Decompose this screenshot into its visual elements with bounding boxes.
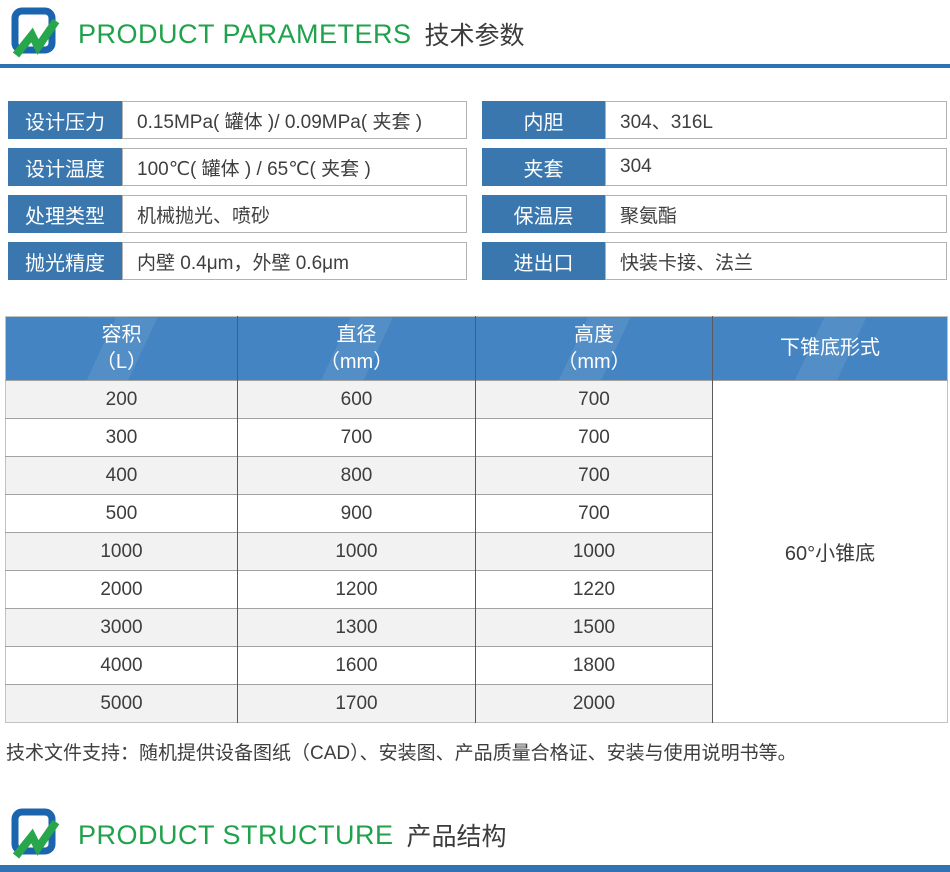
spec-row-design-temperature: 设计温度 100℃( 罐体 ) / 65℃( 夹套 ) — [8, 148, 467, 186]
cell-diameter: 800 — [237, 456, 476, 495]
specs-right-column: 内胆 304、316L 夹套 304 保温层 聚氨酯 进出口 快装卡接、法兰 — [482, 101, 947, 289]
cell-height: 2000 — [475, 684, 713, 723]
cell-diameter: 900 — [237, 494, 476, 533]
cell-diameter: 1000 — [237, 532, 476, 571]
table-row: 500 900 700 — [5, 494, 948, 533]
spec-label: 夹套 — [482, 148, 605, 186]
spec-row-insulation: 保温层 聚氨酯 — [482, 195, 947, 233]
spec-row-inlet-outlet: 进出口 快装卡接、法兰 — [482, 242, 947, 280]
cell-height: 700 — [475, 418, 713, 457]
table-row: 5000 1700 2000 — [5, 684, 948, 723]
specs-grid: 设计压力 0.15MPa( 罐体 )/ 0.09MPa( 夹套 ) 设计温度 1… — [0, 101, 950, 289]
spec-value: 304、316L — [605, 101, 947, 139]
cell-volume: 500 — [5, 494, 238, 533]
brand-logo-icon — [11, 7, 60, 58]
cell-height: 1800 — [475, 646, 713, 685]
cell-height: 1220 — [475, 570, 713, 609]
spec-value: 304 — [605, 148, 947, 186]
spec-value: 快装卡接、法兰 — [605, 242, 947, 280]
bottom-blue-divider — [0, 865, 950, 872]
table-header-volume: 容积 （L） — [5, 316, 238, 381]
cell-height: 1000 — [475, 532, 713, 571]
section-title-zh: 技术参数 — [424, 22, 525, 50]
spec-value: 内壁 0.4μm，外壁 0.6μm — [122, 242, 467, 280]
spec-label: 进出口 — [482, 242, 605, 280]
spec-label: 抛光精度 — [8, 242, 122, 280]
cell-volume: 1000 — [5, 532, 238, 571]
spec-row-inner-tank: 内胆 304、316L — [482, 101, 947, 139]
table-row: 200 600 700 60°小锥底 — [5, 380, 948, 723]
spec-value: 100℃( 罐体 ) / 65℃( 夹套 ) — [122, 148, 467, 186]
spec-row-polish-precision: 抛光精度 内壁 0.4μm，外壁 0.6μm — [8, 242, 467, 280]
cell-diameter: 1600 — [237, 646, 476, 685]
section-title-en: PRODUCT PARAMETERS — [78, 18, 412, 49]
spec-label: 内胆 — [482, 101, 605, 139]
spec-label: 保温层 — [482, 195, 605, 233]
cell-diameter: 1700 — [237, 684, 476, 723]
cell-volume: 200 — [5, 380, 238, 419]
size-table: 容积 （L） 直径 （mm） 高度 （mm） 下锥底形式 200 600 700… — [5, 316, 948, 723]
spec-row-treatment-type: 处理类型 机械抛光、喷砂 — [8, 195, 467, 233]
cell-height: 1500 — [475, 608, 713, 647]
cell-diameter: 700 — [237, 418, 476, 457]
cell-height: 700 — [475, 380, 713, 419]
table-row: 400 800 700 — [5, 456, 948, 495]
cone-type-cell: 60°小锥底 — [712, 380, 948, 723]
cell-volume: 400 — [5, 456, 238, 495]
cell-diameter: 600 — [237, 380, 476, 419]
spec-value: 聚氨酯 — [605, 195, 947, 233]
size-table-header: 容积 （L） 直径 （mm） 高度 （mm） 下锥底形式 — [5, 316, 948, 381]
table-header-height: 高度 （mm） — [475, 316, 713, 381]
table-row: 1000 1000 1000 — [5, 532, 948, 571]
section-header-parameters: PRODUCT PARAMETERS 技术参数 — [0, 0, 950, 62]
table-header-cone-type: 下锥底形式 — [712, 316, 948, 381]
section-header-structure: PRODUCT STRUCTURE 产品结构 — [0, 801, 950, 863]
size-table-body: 200 600 700 60°小锥底 300 700 700 400 800 7… — [5, 380, 948, 723]
spec-value: 机械抛光、喷砂 — [122, 195, 467, 233]
spec-label: 设计压力 — [8, 101, 122, 139]
cell-diameter: 1300 — [237, 608, 476, 647]
table-header-diameter: 直径 （mm） — [237, 316, 476, 381]
cell-volume: 300 — [5, 418, 238, 457]
spec-row-jacket: 夹套 304 — [482, 148, 947, 186]
spec-label: 设计温度 — [8, 148, 122, 186]
cell-volume: 4000 — [5, 646, 238, 685]
table-row: 4000 1600 1800 — [5, 646, 948, 685]
spec-label: 处理类型 — [8, 195, 122, 233]
blue-divider — [0, 64, 950, 68]
cell-height: 700 — [475, 456, 713, 495]
table-row: 3000 1300 1500 — [5, 608, 948, 647]
table-row: 2000 1200 1220 — [5, 570, 948, 609]
cell-diameter: 1200 — [237, 570, 476, 609]
section-title-zh: 产品结构 — [406, 823, 507, 851]
brand-logo-icon — [11, 808, 60, 859]
support-note: 技术文件支持：随机提供设备图纸（CAD）、安装图、产品质量合格证、安装与使用说明… — [6, 743, 797, 764]
cell-volume: 3000 — [5, 608, 238, 647]
spec-row-design-pressure: 设计压力 0.15MPa( 罐体 )/ 0.09MPa( 夹套 ) — [8, 101, 467, 139]
specs-left-column: 设计压力 0.15MPa( 罐体 )/ 0.09MPa( 夹套 ) 设计温度 1… — [8, 101, 467, 289]
table-row: 300 700 700 — [5, 418, 948, 457]
cell-volume: 5000 — [5, 684, 238, 723]
cell-volume: 2000 — [5, 570, 238, 609]
section-title-en: PRODUCT STRUCTURE — [78, 819, 394, 850]
spec-value: 0.15MPa( 罐体 )/ 0.09MPa( 夹套 ) — [122, 101, 467, 139]
cell-height: 700 — [475, 494, 713, 533]
